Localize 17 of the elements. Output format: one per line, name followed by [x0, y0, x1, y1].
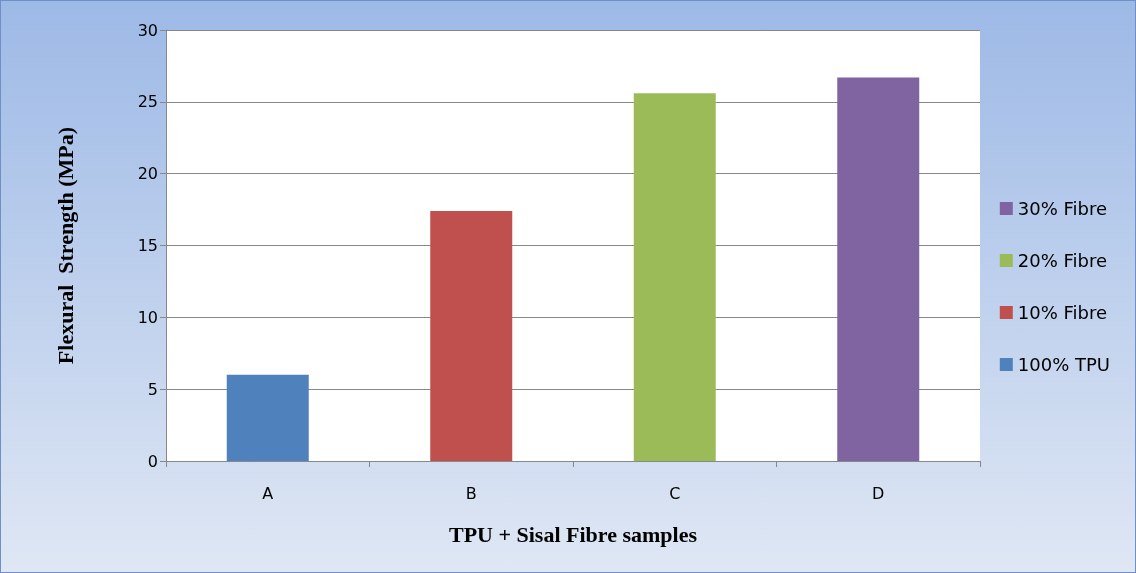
legend-label: 10% Fibre — [1017, 302, 1108, 323]
legend-label: 100% TPU — [1017, 354, 1111, 375]
y-tick-label: 10 — [137, 307, 158, 327]
x-tick-label: B — [465, 483, 477, 503]
x-axis-title: TPU + Sisal Fibre samples — [448, 521, 698, 547]
y-tick-label: 30 — [137, 20, 158, 40]
x-tick-label: A — [262, 483, 274, 503]
y-tick-label: 0 — [147, 451, 158, 471]
y-tick-label: 15 — [137, 236, 158, 255]
y-axis-title: Flexural Strength (MPa) — [52, 126, 78, 365]
legend-label: 30% Fibre — [1017, 198, 1108, 219]
y-tick-label: 20 — [137, 164, 158, 184]
x-tick-label: D — [872, 483, 885, 503]
legend-label: 20% Fibre — [1017, 250, 1108, 271]
y-tick-label: 25 — [137, 92, 158, 112]
y-tick-label: 5 — [147, 379, 158, 399]
x-tick-label: C — [669, 483, 681, 503]
